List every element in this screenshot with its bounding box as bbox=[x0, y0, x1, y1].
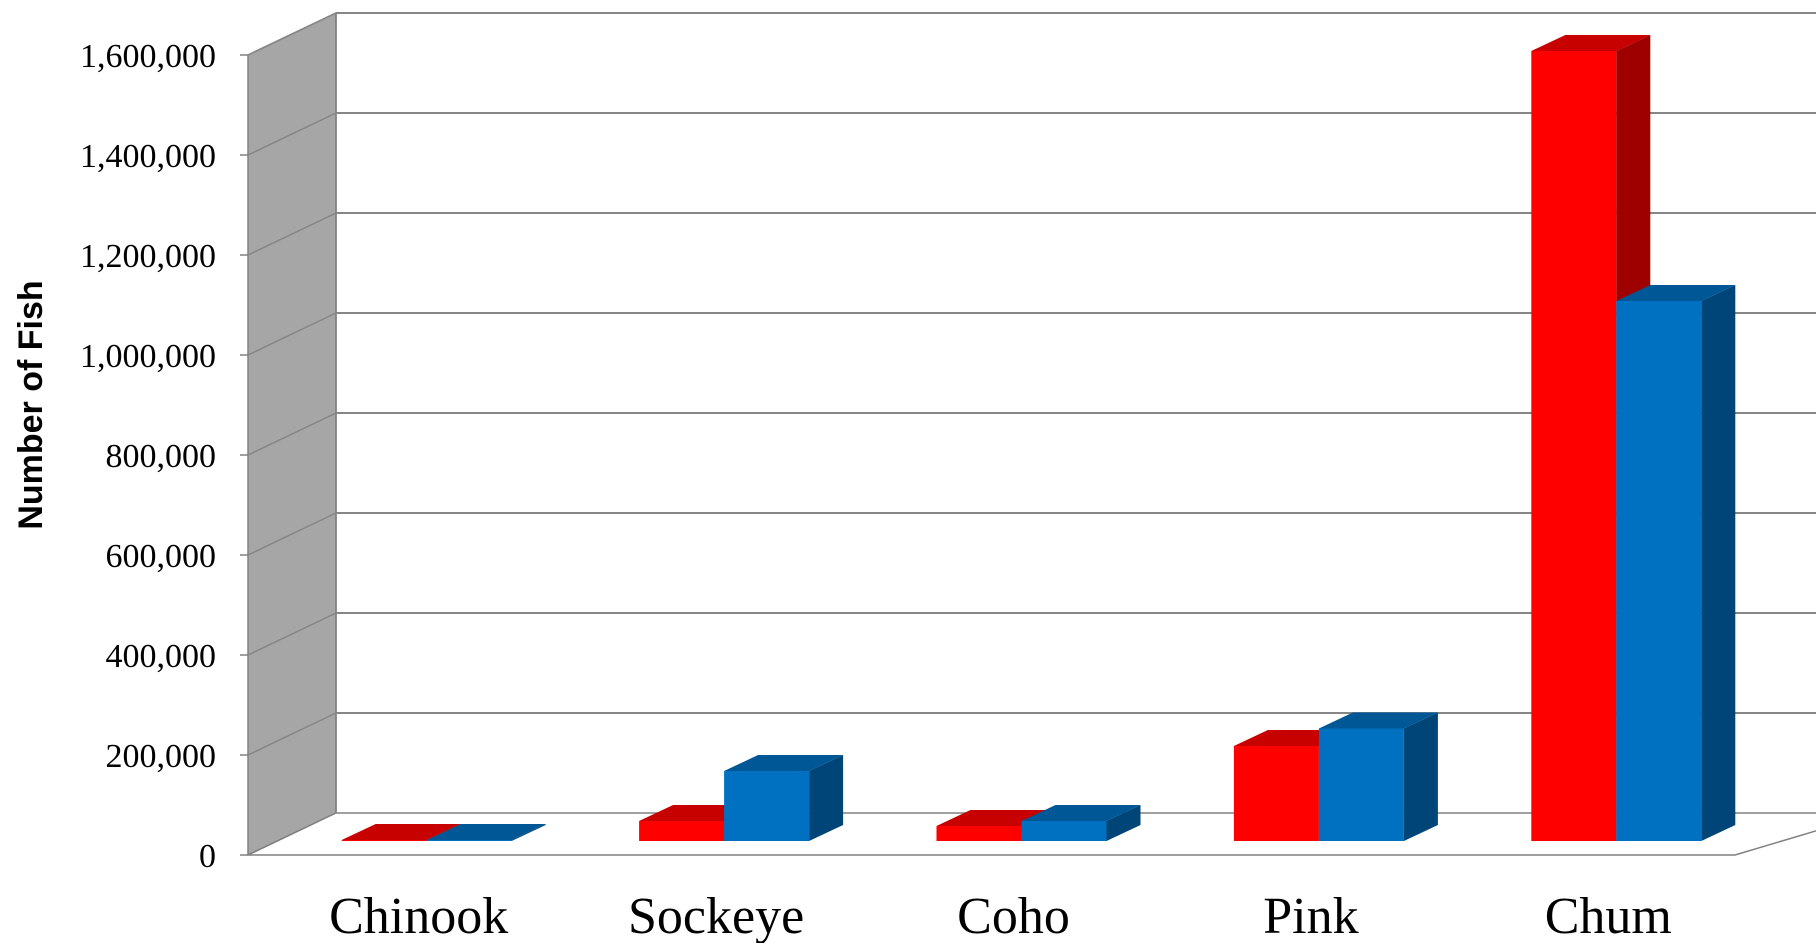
y-axis-title: Number of Fish bbox=[12, 280, 50, 529]
side-gridline bbox=[247, 112, 337, 156]
bar-chinook-2 bbox=[426, 824, 546, 841]
category-labels: Chinook Sockeye Coho Pink Chum bbox=[329, 888, 1672, 943]
side-gridline bbox=[247, 512, 337, 556]
y-tick-label: 1,200,000 bbox=[80, 238, 216, 275]
category-label: Coho bbox=[957, 888, 1070, 943]
y-tick-label: 0 bbox=[199, 838, 216, 875]
y-tick-label: 400,000 bbox=[106, 638, 217, 675]
category-label: Pink bbox=[1263, 888, 1358, 943]
y-tick-label: 600,000 bbox=[106, 538, 217, 575]
bar-sockeye-2 bbox=[724, 755, 844, 841]
y-tick-label: 1,600,000 bbox=[80, 38, 216, 75]
side-gridline bbox=[247, 212, 337, 256]
bar-chum-2 bbox=[1616, 285, 1736, 841]
y-tick-label: 200,000 bbox=[106, 738, 217, 775]
bar-coho-2 bbox=[1021, 805, 1141, 841]
side-gridline bbox=[247, 612, 337, 656]
side-gridline bbox=[247, 412, 337, 456]
side-gridline bbox=[247, 12, 337, 56]
category-label: Chum bbox=[1545, 888, 1672, 943]
category-label: Sockeye bbox=[628, 888, 804, 943]
side-gridline bbox=[247, 312, 337, 356]
y-tick-label: 1,000,000 bbox=[80, 338, 216, 375]
y-tick-label: 800,000 bbox=[106, 438, 217, 475]
bars bbox=[341, 35, 1736, 841]
side-gridline bbox=[247, 712, 337, 756]
category-label: Chinook bbox=[329, 888, 508, 943]
y-tick-labels: 0 200,000 400,000 600,000 800,000 1,000,000 1,… bbox=[80, 38, 216, 875]
y-tick-label: 1,400,000 bbox=[80, 138, 216, 175]
bar-pink-2 bbox=[1318, 712, 1438, 841]
